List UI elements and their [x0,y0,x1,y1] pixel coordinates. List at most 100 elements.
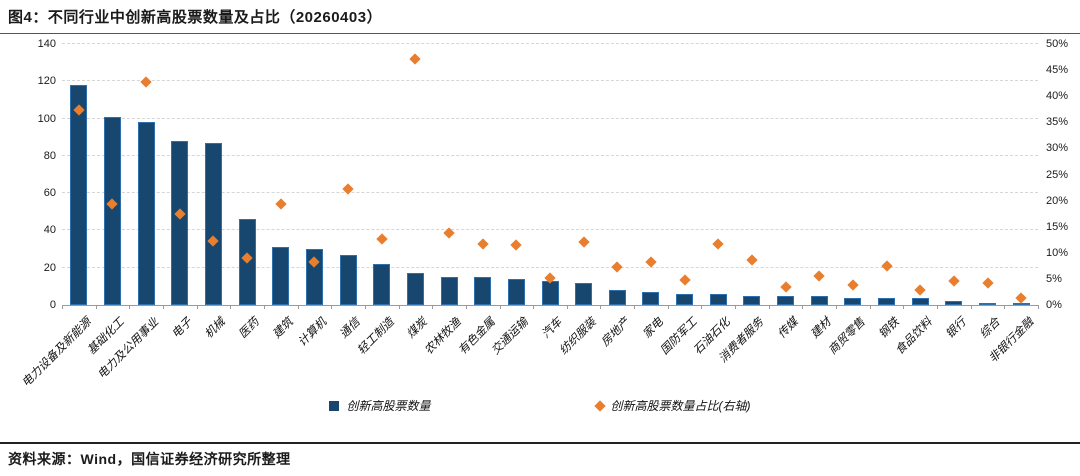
legend-item-ratio: 创新高股票数量占比(右轴) [593,397,751,414]
bar [945,301,963,305]
x-axis-category-text: 汽车 [539,316,565,341]
bar [743,295,761,305]
x-axis-category-text: 建材 [809,316,834,341]
legend: 创新高股票数量 创新高股票数量占比(右轴) [0,397,1080,414]
bar [575,282,593,305]
scatter-marker-diamond [477,238,489,250]
x-axis-category-text: 商贸零售 [826,316,868,358]
bar [137,122,155,305]
title-divider [0,33,1080,34]
scatter-marker-diamond [847,279,859,291]
bar [373,264,391,305]
x-axis-category-text: 机械 [203,316,229,341]
scatter-marker-diamond [712,238,724,250]
bar [1012,303,1030,305]
bar [70,85,88,305]
legend-square-icon [329,400,340,411]
x-axis-tick [566,305,568,309]
legend-label: 创新高股票数量 [346,399,431,413]
bar [979,303,997,305]
left-axis-tick-label: 0 [49,299,56,311]
right-axis-tick-label: 15% [1046,220,1069,233]
x-axis-tick [533,305,535,309]
figure-title: 图4：不同行业中创新高股票数量及占比（20260403） [8,9,383,26]
bar [204,142,222,305]
x-axis-category-text: 建筑 [270,316,296,341]
x-axis-tick [95,305,97,309]
left-axis-tick-label: 20 [43,261,56,274]
left-axis-tick-label: 140 [37,38,56,50]
right-axis-tick-label: 20% [1046,194,1069,207]
right-axis-tick-label: 0% [1046,299,1062,311]
bar [777,295,795,305]
x-axis-tick [735,305,737,309]
bar [642,291,660,305]
bar [810,295,828,305]
left-axis-tick-label: 100 [37,112,56,125]
legend-item-count: 创新高股票数量 [329,397,431,414]
x-axis-category-text: 煤炭 [405,316,430,341]
x-axis-tick [1004,305,1006,309]
gridline [62,43,1038,44]
x-axis-tick [701,305,703,309]
bar [844,297,862,305]
x-axis-category-text: 家电 [640,316,666,341]
x-axis-category-text: 轻工制造 [355,316,397,358]
gridline [62,192,1038,194]
x-axis-category-text: 传媒 [775,316,801,341]
bar [272,247,290,305]
x-axis-tick [364,305,366,309]
left-axis-tick-label: 40 [43,224,56,237]
scatter-marker-diamond [746,254,758,266]
scatter-marker-diamond [510,239,523,251]
scatter-marker-diamond [645,256,657,268]
x-axis-tick [196,305,198,309]
x-axis-category-text: 电力设备及新能源 [19,316,94,390]
bar [709,293,727,305]
gridline [62,80,1038,82]
right-axis-tick-label: 45% [1046,64,1069,77]
scatter-marker-diamond [880,260,893,272]
x-axis-tick [802,305,804,309]
scatter-marker-diamond [948,275,960,287]
x-axis-tick [398,305,400,309]
gridline [62,154,1038,156]
gridline [62,229,1038,231]
scatter-marker-diamond [813,270,825,282]
left-axis-tick-label: 120 [37,75,56,88]
x-axis-category-text: 农林牧渔 [422,316,464,358]
bar [608,290,626,305]
x-axis-tick [62,305,63,309]
bar [507,278,525,305]
right-axis-tick-label: 30% [1046,142,1069,155]
x-axis-tick [465,305,467,309]
scatter-marker-diamond [678,274,691,286]
x-axis-category-text: 医药 [236,316,262,341]
left-axis-tick-label: 60 [43,187,56,200]
scatter-marker-diamond [611,261,623,273]
right-axis-tick-label: 40% [1046,90,1069,103]
x-axis-tick [129,305,131,309]
bar [541,280,559,305]
x-axis-category-text: 房地产 [599,316,632,350]
bar [911,297,929,305]
plot-area [62,43,1039,309]
scatter-marker-diamond [275,198,287,210]
x-axis-tick [869,305,871,309]
right-axis-tick-label: 25% [1046,168,1069,181]
x-axis-category-text: 计算机 [296,316,330,350]
x-axis-category-text: 综合 [977,316,1003,341]
bar [406,273,424,305]
source-divider [0,442,1080,444]
gridline [62,117,1038,119]
right-axis-tick-label: 5% [1046,272,1062,285]
bar [339,254,357,305]
scatter-marker-diamond [577,236,590,249]
right-axis-tick-label: 10% [1046,246,1069,259]
x-axis-category-text: 通信 [337,316,363,341]
x-axis-labels: 电力设备及新能源 基础化工 电力及公用事业 电子 机械 医药 建筑 计算机 通信 轻工制造 煤炭 农林… [20,305,1038,400]
x-axis-tick [600,305,602,309]
bar [676,293,694,305]
source-note: 资料来源：Wind，国信证券经济研究所整理 [8,451,291,467]
bar [171,140,189,305]
